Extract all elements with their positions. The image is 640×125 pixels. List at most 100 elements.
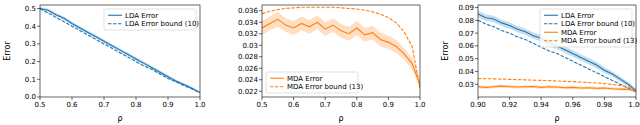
x-tick-label: 0.9 — [162, 101, 173, 109]
y-tick — [475, 58, 478, 59]
legend-label: LDA Error — [561, 12, 594, 20]
x-tick — [604, 97, 605, 100]
legend-label: LDA Error bound (10) — [561, 20, 635, 28]
x-axis-label: ρ — [338, 114, 343, 123]
x-tick — [356, 97, 357, 100]
x-tick — [325, 97, 326, 100]
legend-label: MDA Error — [287, 75, 323, 83]
x-tick — [262, 97, 263, 100]
legend-swatch — [108, 23, 122, 24]
x-tick — [168, 97, 169, 100]
x-tick — [200, 97, 201, 100]
x-tick — [636, 97, 637, 100]
x-tick-label: 0.6 — [288, 101, 300, 109]
y-tick — [259, 10, 262, 11]
panel: 0.900.920.940.960.981.000.030.040.050.06… — [441, 4, 640, 123]
x-tick — [293, 97, 294, 100]
error-band — [478, 85, 636, 93]
x-tick-label: 0.90 — [470, 101, 486, 109]
legend-label: LDA Error — [125, 12, 158, 20]
x-tick-label: 0.7 — [98, 101, 109, 109]
legend-swatch — [270, 78, 284, 79]
y-tick-label: 0.2 — [25, 58, 36, 66]
y-tick — [37, 43, 40, 44]
y-axis-label: Error — [3, 41, 12, 61]
x-tick — [572, 97, 573, 100]
legend-label: LDA Error bound (10) — [125, 20, 199, 28]
x-axis-label: ρ — [117, 114, 122, 123]
y-tick-label: 0.4 — [25, 23, 37, 31]
y-tick — [475, 45, 478, 46]
x-tick — [478, 97, 479, 100]
x-tick-label: 1.0 — [194, 101, 205, 109]
legend-swatch — [544, 32, 558, 33]
legend-swatch — [544, 40, 558, 41]
y-tick-label: 0.3 — [25, 40, 36, 48]
axes-frame — [262, 5, 420, 97]
x-tick — [40, 97, 41, 100]
x-tick-label: 0.5 — [256, 101, 267, 109]
y-tick — [475, 7, 478, 8]
y-tick — [37, 79, 40, 80]
x-tick — [541, 97, 542, 100]
y-tick — [475, 20, 478, 21]
series-line — [478, 86, 636, 91]
legend-label: MDA Error — [561, 29, 597, 37]
x-tick-label: 0.5 — [34, 101, 45, 109]
x-tick-label: 0.92 — [502, 101, 518, 109]
x-tick-label: 0.96 — [565, 101, 581, 109]
y-tick — [37, 26, 40, 27]
legend-label: MDA Error bound (13) — [561, 37, 638, 45]
y-tick-label: 0.03 — [458, 81, 474, 89]
y-tick — [259, 33, 262, 34]
y-tick-label: 0.1 — [25, 76, 36, 84]
y-axis-label: Error — [441, 41, 450, 61]
x-tick-label: 0.98 — [597, 101, 613, 109]
y-tick — [259, 91, 262, 92]
x-tick — [72, 97, 73, 100]
x-tick-label: 0.7 — [320, 101, 331, 109]
y-tick-label: 0.09 — [458, 4, 474, 12]
y-tick-label: 0.5 — [25, 5, 36, 13]
y-tick — [37, 61, 40, 62]
legend-label: MDA Error bound (13) — [287, 83, 364, 91]
x-tick-label: 0.9 — [383, 101, 394, 109]
y-tick — [475, 84, 478, 85]
y-tick — [259, 56, 262, 57]
series-line — [40, 9, 200, 93]
y-tick-label: 0.0 — [25, 93, 36, 101]
axes-frame — [478, 5, 636, 97]
legend: LDA ErrorLDA Error bound (10)MDA ErrorMD… — [540, 9, 638, 47]
panel: 0.5 0.6 0.7 0.8 0.9 1.0 0.0 0.1 0.2 0.3 0.4 0.5 ρ Err… — [3, 5, 206, 123]
x-axis-label: ρ — [554, 114, 559, 123]
x-tick — [420, 97, 421, 100]
x-tick-label: 0.8 — [130, 101, 141, 109]
y-tick-label: 0.036 — [238, 7, 259, 15]
y-tick-label: 0.05 — [458, 55, 474, 63]
x-tick — [509, 97, 510, 100]
y-tick-label: 0.026 — [238, 65, 259, 73]
y-tick-label: 0.06 — [458, 42, 474, 50]
y-tick — [259, 45, 262, 46]
x-tick — [388, 97, 389, 100]
y-tick — [37, 8, 40, 9]
figure: 0.5 0.6 0.7 0.8 0.9 1.0 0.0 0.1 0.2 0.3 0.4 0.5 ρ Err… — [0, 0, 640, 125]
y-tick — [259, 79, 262, 80]
y-tick — [475, 33, 478, 34]
y-tick-label: 0.08 — [458, 17, 474, 25]
legend-swatch — [544, 23, 558, 24]
y-tick-label: 0.032 — [238, 30, 258, 38]
legend: MDA ErrorMDA Error bound (13) — [266, 72, 364, 93]
x-tick-label: 1.0 — [414, 101, 425, 109]
axes-frame — [40, 5, 200, 97]
x-tick-label: 0.94 — [533, 101, 549, 109]
y-tick — [259, 22, 262, 23]
legend-swatch — [108, 15, 122, 16]
y-tick-label: 0.034 — [238, 19, 259, 27]
x-tick-label: 0.6 — [66, 101, 78, 109]
legend-swatch — [544, 15, 558, 16]
y-tick-label: 0.028 — [238, 53, 258, 61]
x-tick-label: 0.8 — [351, 101, 362, 109]
y-tick — [37, 97, 40, 98]
x-tick-label: 1.00 — [628, 101, 640, 109]
